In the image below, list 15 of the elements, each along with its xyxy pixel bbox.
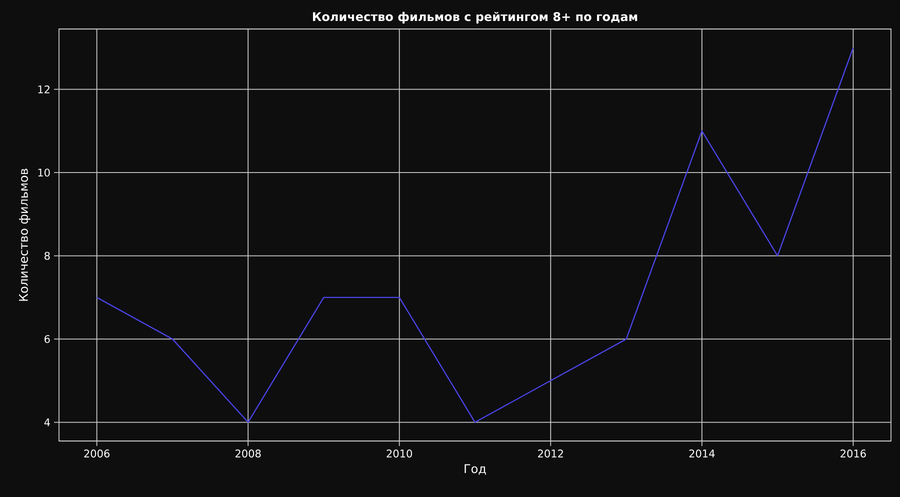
x-axis-title: Год (464, 464, 486, 475)
x-tick-label: 2016 (840, 450, 866, 458)
x-tick-label: 2006 (84, 450, 110, 458)
x-tick-label: 2014 (689, 450, 715, 458)
chart-title: Количество фильмов с рейтингом 8+ по годам (313, 12, 638, 24)
y-axis-title: Количество фильмов (19, 168, 30, 301)
x-tick-label: 2012 (538, 450, 563, 458)
y-tick-label: 10 (38, 168, 50, 177)
line-series (96, 47, 854, 423)
y-tick-label: 8 (44, 252, 50, 260)
y-tick-label: 12 (38, 85, 50, 94)
y-tick-label: 4 (44, 418, 50, 426)
y-tick-label: 6 (44, 335, 50, 344)
x-tick-label: 2010 (386, 450, 412, 458)
x-tick-label: 2008 (236, 450, 261, 458)
